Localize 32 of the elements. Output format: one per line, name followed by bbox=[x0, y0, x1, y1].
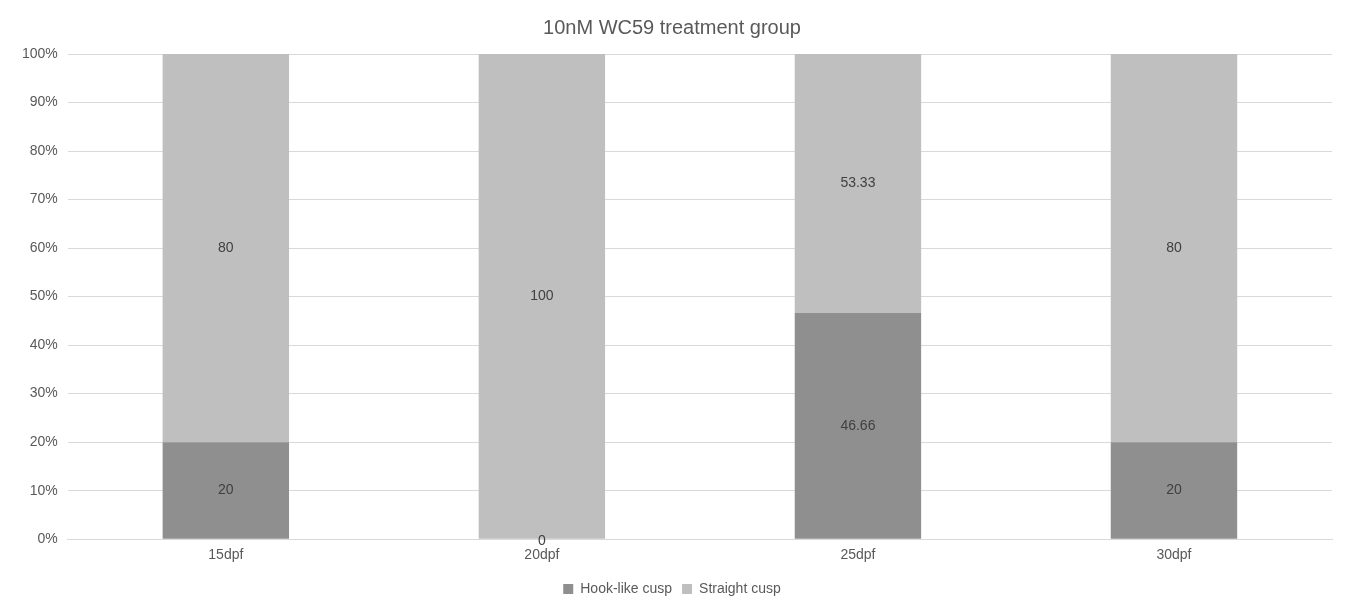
bar bbox=[162, 442, 290, 539]
bar bbox=[794, 312, 922, 539]
y-tick-label: 0% bbox=[37, 530, 58, 547]
data-label: 20 bbox=[1166, 481, 1182, 498]
x-tick-label: 15dpf bbox=[208, 546, 244, 563]
bar bbox=[1110, 442, 1238, 539]
y-tick-label: 100% bbox=[21, 44, 58, 61]
x-tick-label: 30dpf bbox=[1156, 546, 1192, 563]
x-tick-label: 20dpf bbox=[524, 546, 560, 563]
y-tick-label: 90% bbox=[29, 93, 58, 110]
data-label: 20 bbox=[218, 481, 234, 498]
data-label: 53.33 bbox=[840, 174, 876, 191]
x-tick-label: 25dpf bbox=[840, 546, 876, 563]
y-tick-label: 60% bbox=[29, 238, 58, 255]
legend-label: Hook-like cusp bbox=[580, 579, 673, 596]
legend-label: Straight cusp bbox=[699, 579, 781, 596]
y-tick-label: 70% bbox=[29, 190, 58, 207]
y-tick-label: 10% bbox=[29, 481, 58, 498]
y-tick-label: 80% bbox=[29, 141, 58, 158]
y-tick-label: 50% bbox=[29, 287, 58, 304]
bar bbox=[794, 54, 922, 313]
chart-title: 10nM WC59 treatment group bbox=[543, 15, 801, 38]
y-tick-label: 40% bbox=[29, 335, 58, 352]
bar bbox=[162, 54, 290, 443]
y-tick-label: 30% bbox=[29, 384, 58, 401]
y-tick-label: 20% bbox=[29, 433, 58, 450]
annotation: 0 bbox=[537, 532, 546, 549]
data-label: 100 bbox=[530, 287, 554, 304]
data-label: 80 bbox=[1166, 238, 1182, 255]
bar bbox=[1110, 54, 1238, 443]
data-label: 46.66 bbox=[840, 416, 876, 433]
data-label: 80 bbox=[218, 238, 234, 255]
